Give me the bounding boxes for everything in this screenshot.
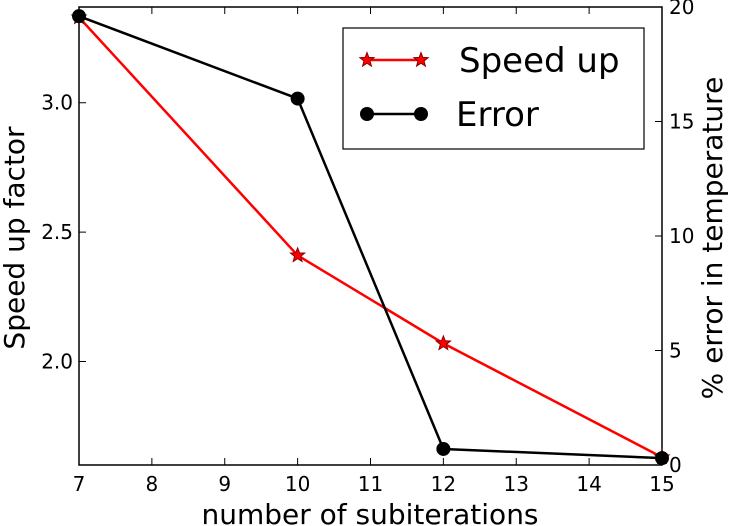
x-axis-title: number of subiterations: [201, 498, 538, 526]
x-tick-label: 11: [358, 472, 383, 496]
x-tick-label: 8: [146, 472, 159, 496]
legend-marker-speed-up-start: [358, 51, 376, 68]
data-point-error: [290, 91, 305, 106]
y2-tick-label: 5: [669, 339, 682, 363]
y2-axis-title: % error in temperature: [696, 77, 729, 400]
legend-marker-error-end: [414, 107, 428, 121]
legend-marker-speed-up-end: [412, 51, 430, 68]
x-tick-label: 15: [649, 472, 674, 496]
x-tick-label: 10: [285, 472, 310, 496]
legend-marker-error-start: [360, 107, 374, 121]
ticks-layer: 7 8 9 10 11 12 13 14 15 2.0 2.5 3.0 0 5 10 15 20: [41, 0, 694, 496]
data-point-error: [72, 9, 86, 24]
y2-tick-label: 0: [669, 453, 682, 477]
y2-tick-label: 20: [669, 0, 694, 19]
data-point-error: [436, 441, 451, 456]
y-tick-label: 2.5: [41, 220, 73, 244]
legend-label-error: Error: [456, 95, 539, 135]
y-tick-label: 2.0: [41, 349, 73, 373]
data-point-speed-up: [434, 334, 452, 351]
y-tick-label: 3.0: [41, 91, 73, 115]
x-tick-label: 12: [431, 472, 456, 496]
data-point-error: [655, 451, 669, 466]
y2-tick-label: 15: [669, 110, 694, 134]
legend-label-speed-up: Speed up: [459, 41, 620, 81]
x-tick-label: 7: [73, 472, 86, 496]
y2-tick-label: 10: [669, 224, 694, 248]
series-line-speed-up: [78, 16, 663, 459]
x-tick-label: 9: [218, 472, 231, 496]
x-tick-label: 13: [504, 472, 529, 496]
legend: Speed up Error: [342, 27, 645, 150]
y-axis-title: Speed up factor: [0, 126, 31, 350]
data-point-speed-up: [289, 246, 307, 263]
legend-box: [342, 27, 645, 150]
series-layer: [70, 8, 671, 466]
x-tick-label: 14: [576, 472, 601, 496]
series-line-error: [78, 14, 663, 460]
